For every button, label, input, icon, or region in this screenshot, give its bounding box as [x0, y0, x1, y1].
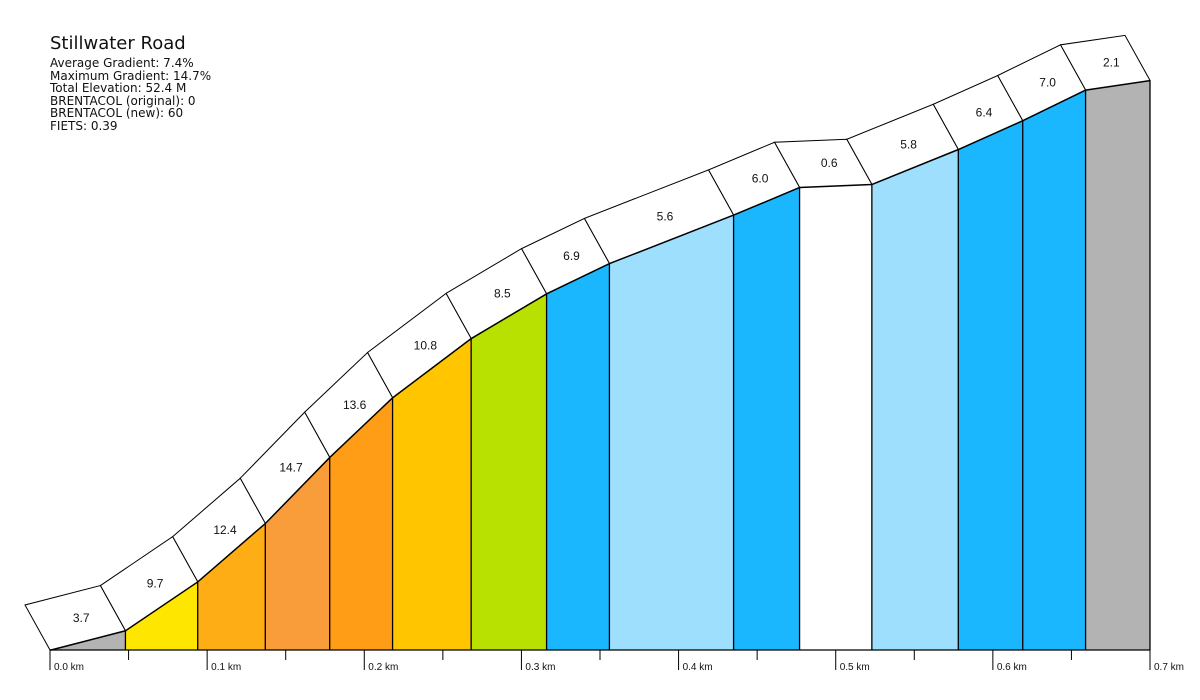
gradient-label-13: 7.0 — [1039, 76, 1056, 90]
average-gradient-text: Average Gradient: 7.4% — [50, 56, 194, 70]
segment-area-5 — [392, 338, 472, 650]
segment-area-4 — [329, 397, 393, 650]
gradient-label-14: 2.1 — [1103, 56, 1120, 70]
segment-area-6 — [471, 293, 547, 650]
gradient-label-0: 3.7 — [73, 611, 90, 625]
gradient-label-12: 6.4 — [976, 105, 993, 119]
gradient-label-box-14 — [1059, 34, 1151, 91]
total-elevation-text: Total Elevation: 52.4 M — [50, 81, 187, 96]
segment-area-10 — [799, 184, 872, 650]
gradient-label-4: 13.6 — [343, 398, 367, 412]
gradient-label-6: 8.5 — [494, 286, 511, 300]
climb-info: Stillwater Road Average Gradient: 7.4% M… — [50, 33, 211, 133]
x-tick-label-6: 0.6 km — [997, 662, 1027, 673]
segment-area-12 — [958, 120, 1023, 651]
x-tick-label-1: 0.1 km — [211, 662, 241, 673]
climb-title: Stillwater Road — [50, 33, 186, 54]
gradient-label-10: 0.6 — [821, 156, 838, 170]
x-tick-label-2: 0.2 km — [368, 662, 398, 673]
segment-area-3 — [265, 457, 330, 650]
segment-area-13 — [1022, 89, 1086, 651]
gradient-label-8: 5.6 — [657, 210, 674, 224]
segment-area-14 — [1085, 80, 1150, 650]
gradient-label-11: 5.8 — [900, 137, 917, 151]
gradient-label-9: 6.0 — [752, 172, 769, 186]
gradient-label-1: 9.7 — [147, 577, 164, 591]
gradient-label-7: 6.9 — [563, 249, 580, 263]
x-tick-label-0: 0.0 km — [54, 662, 84, 673]
gradient-label-3: 14.7 — [279, 461, 303, 475]
segment-area-9 — [733, 187, 800, 650]
x-tick-label-3: 0.3 km — [525, 662, 555, 673]
segment-area-11 — [871, 149, 959, 650]
segment-area-7 — [546, 263, 610, 650]
brentacol-new-text: BRENTACOL (new): 60 — [50, 106, 184, 121]
segment-area-8 — [609, 214, 734, 650]
fiets-text: FIETS: 0.39 — [50, 118, 118, 133]
segment-area-2 — [197, 523, 266, 650]
gradient-label-5: 10.8 — [414, 338, 438, 352]
maximum-gradient-text: Maximum Gradient: 14.7% — [50, 68, 212, 83]
segment-area-1 — [125, 581, 198, 650]
x-tick-label-7: 0.7 km — [1154, 662, 1184, 673]
gradient-label-2: 12.4 — [213, 523, 237, 537]
x-tick-label-4: 0.4 km — [683, 662, 713, 673]
brentacol-original-text: BRENTACOL (original): 0 — [50, 93, 196, 108]
x-tick-label-5: 0.5 km — [840, 662, 870, 673]
